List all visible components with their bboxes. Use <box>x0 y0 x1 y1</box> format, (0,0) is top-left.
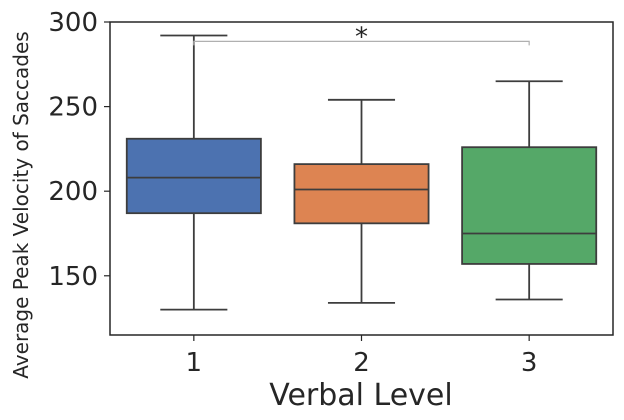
box-category-1 <box>125 137 262 215</box>
box-category-2 <box>293 163 430 225</box>
significance-annotation: * <box>193 22 530 52</box>
significance-bracket <box>193 40 530 46</box>
box-category-3 <box>461 146 598 265</box>
y-axis-label: Average Peak Velocity of Saccades <box>9 31 33 378</box>
significance-star: * <box>355 22 368 52</box>
y-tick-label: 200 <box>48 177 98 207</box>
x-axis-label: Verbal Level <box>269 378 452 413</box>
x-axis-ticks: 1 2 3 <box>186 335 538 378</box>
y-tick-label: 150 <box>48 262 98 292</box>
x-tick-label: 1 <box>186 348 203 378</box>
x-tick-label: 2 <box>353 348 370 378</box>
x-tick-label: 3 <box>521 348 538 378</box>
y-axis-ticks: 150 200 250 300 <box>48 8 110 292</box>
box-series <box>125 34 598 311</box>
y-tick-label: 250 <box>48 93 98 123</box>
y-tick-label: 300 <box>48 8 98 38</box>
